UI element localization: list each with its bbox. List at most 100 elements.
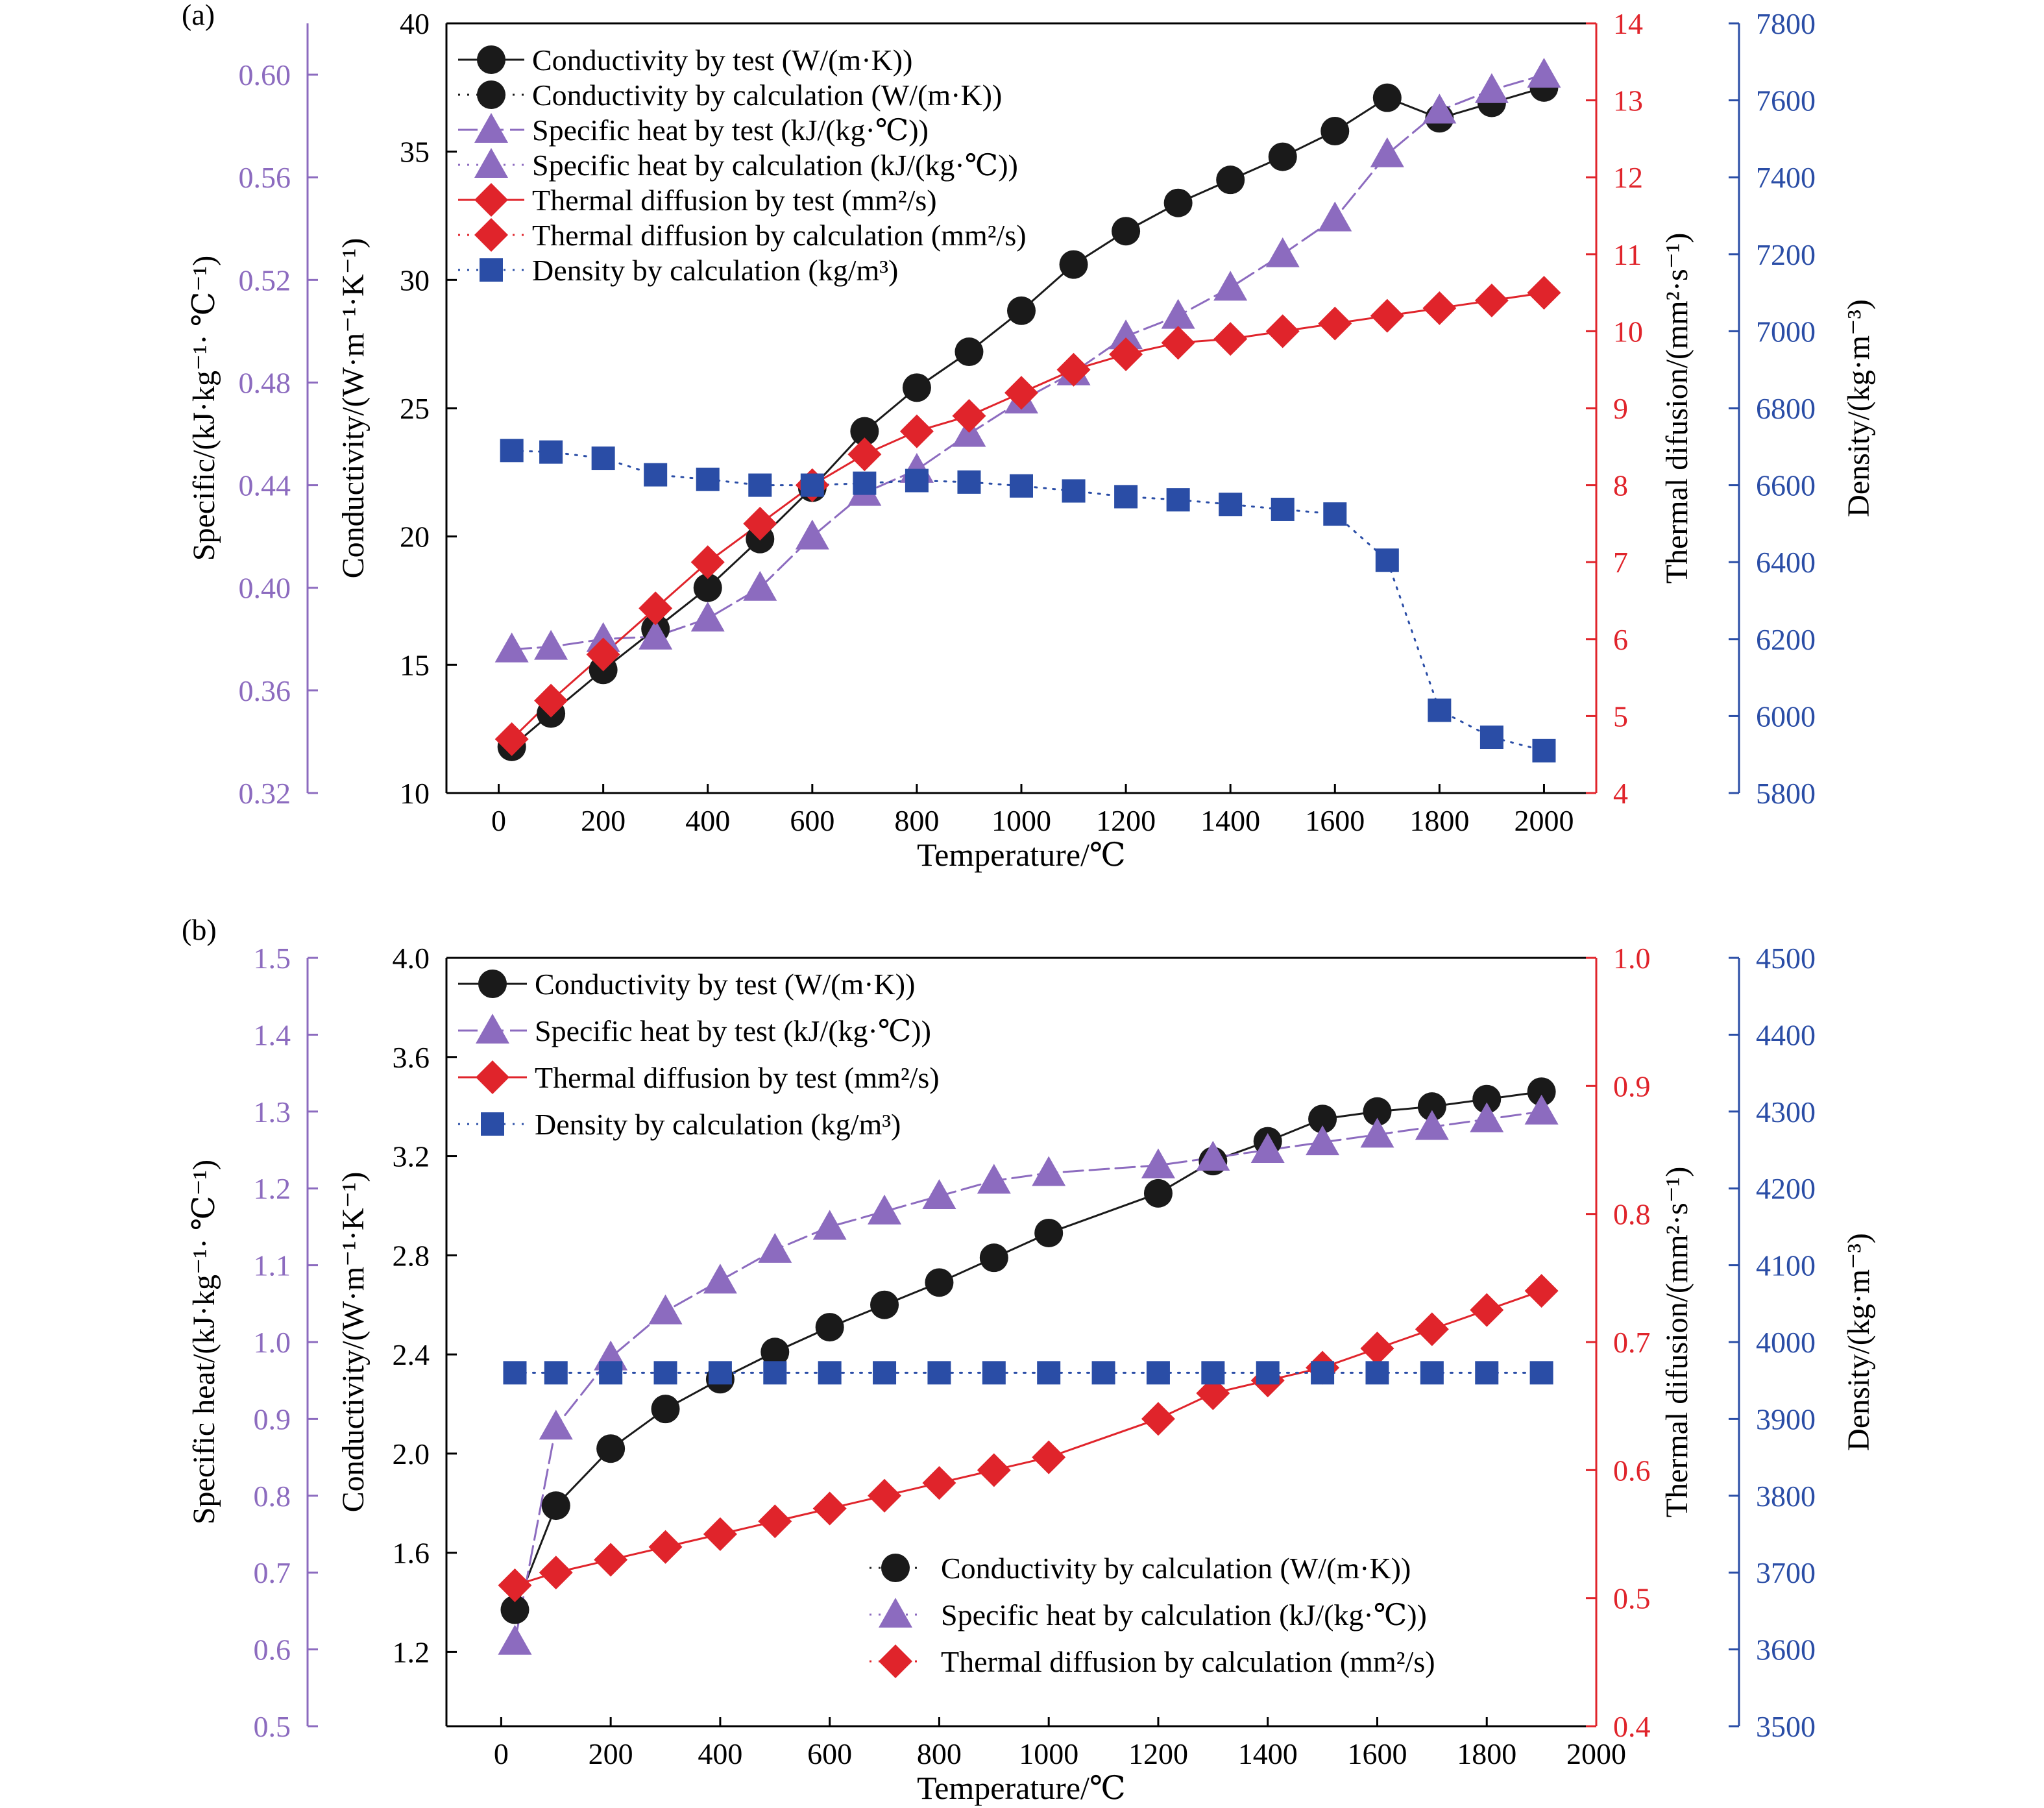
legend-label: Specific heat by test (kJ/(kg·℃)) (532, 114, 929, 147)
specific-heat-by-test-kj-kg-point (1109, 319, 1143, 350)
thermal-diffusion-by-test-mm-s-point (494, 722, 529, 756)
thermal-diffusion-by-test-mm-s-point (1527, 276, 1561, 310)
x-tick-label: 2000 (1566, 1737, 1626, 1770)
density-by-calculation-kg-m-point (503, 1361, 527, 1385)
specific-heat-by-test-kj-kg-point (494, 632, 529, 663)
density-by-calculation-kg-m-points (500, 439, 1556, 763)
x-tick-label: 1200 (1096, 804, 1156, 837)
x-tick-label: 1400 (1200, 804, 1260, 837)
legend-label: Thermal diffusion by calculation (mm²/s) (532, 219, 1027, 252)
x-tick-label: 1800 (1457, 1737, 1516, 1770)
thermal-diffusion-by-test-mm-s-point (1196, 1376, 1230, 1410)
density-by-calculation-kg-m-point (696, 467, 720, 491)
density-by-calculation-kg-m-point (905, 469, 929, 493)
specific-heat-by-test-kj-kg-point (795, 519, 829, 550)
density-tick-label: 4100 (1756, 1249, 1816, 1282)
specific-heat-by-test-kj-kg-point (1318, 201, 1352, 232)
thermal-diffusion-by-test-mm-s-point (1141, 1402, 1175, 1436)
thermal-diffusion-by-test-mm-s-point (1470, 1293, 1504, 1327)
legend-circle-marker (881, 1554, 910, 1582)
specific-heat-by-test-kj-kg-point (534, 629, 568, 660)
conductivity-by-test-w-m-k-point (500, 1595, 529, 1624)
density-tick-label: 6200 (1756, 623, 1816, 656)
legend-triangle-marker (474, 113, 508, 143)
density-by-calculation-kg-m-point (1479, 726, 1503, 750)
specific-heat-by-test-kj-kg-point (1360, 1118, 1394, 1148)
legend-diamond-marker (476, 1060, 509, 1094)
density-tick-label: 7400 (1756, 161, 1816, 194)
conductivity-by-test-w-m-k-point (902, 373, 931, 402)
legend-circle-marker (477, 45, 505, 74)
specific-heat-by-test-kj-kg-point (1422, 93, 1457, 124)
diffusion-tick-label: 5 (1613, 700, 1628, 733)
specific-heat-by-test-kj-kg-point (1527, 58, 1561, 88)
diffusion-tick-label: 6 (1613, 623, 1628, 656)
density-tick-label: 3600 (1756, 1633, 1816, 1667)
x-tick-label: 0 (491, 804, 506, 837)
specific-tick-label: 0.40 (239, 572, 291, 605)
density-by-calculation-kg-m-point (1201, 1361, 1225, 1385)
thermal-diffusion-by-test-mm-s-point (1318, 306, 1352, 341)
conductivity-by-test-w-m-k-point (1034, 1218, 1064, 1247)
specific-heat-by-test-kj-kg-point (812, 1210, 847, 1240)
legend-label: Conductivity by calculation (W/(m·K)) (941, 1552, 1411, 1585)
conductivity-by-test-w-m-k-point (1268, 142, 1297, 171)
specific-heat-by-test-kj-kg-point (703, 1264, 737, 1294)
conductivity-by-test-w-m-k-point (693, 573, 722, 602)
thermal-diffusion-by-test-mm-s-point (1056, 352, 1091, 387)
specific-heat-by-test-kj-kg-point (1032, 1156, 1066, 1186)
thermal-diffusion-by-test-mm-s-point (812, 1491, 847, 1526)
density-tick-label: 4000 (1756, 1326, 1816, 1359)
conductivity-tick-label: 20 (400, 520, 430, 554)
specific-heat-by-test-kj-kg-point (1470, 1102, 1504, 1132)
specific-heat-by-test-kj-kg-point (1370, 137, 1404, 167)
conductivity-tick-label: 30 (400, 263, 430, 297)
conductivity-by-test-w-m-k-point (850, 417, 879, 446)
diffusion-tick-label: 7 (1613, 546, 1628, 579)
legend-label: Thermal diffusion by test (mm²/s) (535, 1061, 940, 1094)
conductivity-tick-label: 2.0 (393, 1437, 430, 1471)
diffusion-tick-label: 0.6 (1613, 1454, 1651, 1487)
conductivity-tick-label: 10 (400, 777, 430, 810)
conductivity-tick-label: 2.8 (393, 1239, 430, 1272)
thermal-diffusion-by-test-mm-s-point (1213, 322, 1248, 356)
specific-tick-label: 0.56 (239, 161, 291, 194)
specific-heat-by-test-kj-kg-point (1306, 1125, 1340, 1156)
specific-tick-label: 1.1 (254, 1249, 291, 1282)
density-by-calculation-kg-m-point (544, 1361, 568, 1385)
density-by-calculation-kg-m-point (1375, 548, 1399, 572)
density-by-calculation-kg-m-point (1475, 1361, 1499, 1385)
conductivity-by-test-w-m-k-point (955, 337, 984, 367)
conductivity-by-test-w-m-k-point (651, 1395, 680, 1424)
diffusion-axis-title: Thermal difusion/(mm²·s⁻¹) (1660, 233, 1694, 584)
x-axis-title: Temperature/℃ (917, 837, 1126, 873)
legend: Conductivity by test (W/(m·K)) Specific h… (458, 968, 940, 1141)
density-axis-title: Density/(kg·m⁻³) (1842, 1233, 1876, 1451)
thermal-diffusion-by-test-mm-s-point (1109, 337, 1143, 371)
density-by-calculation-kg-m-point (763, 1361, 787, 1385)
conductivity-tick-label: 3.6 (393, 1041, 430, 1074)
specific-axis-title: Specific heat/(kJ·kg⁻¹· ℃⁻¹) (187, 1160, 221, 1524)
specific-axis-title: Specific/(kJ·kg⁻¹· ℃⁻¹) (187, 256, 221, 561)
panel-b: (b) 0 200 400 600 800 1000 1200 1400 1600 1800 2000… (182, 913, 1876, 1806)
thermal-diffusion-by-test-mm-s-point (743, 506, 777, 541)
density-by-calculation-kg-m-point (1091, 1361, 1115, 1385)
conductivity-by-test-w-m-k-point (596, 1434, 626, 1463)
diffusion-tick-label: 0.8 (1613, 1198, 1651, 1231)
diffusion-tick-label: 0.7 (1613, 1326, 1651, 1359)
thermal-diffusion-by-test-mm-s-point (690, 545, 725, 580)
specific-heat-by-test-kj-kg-point (539, 1410, 573, 1440)
specific-heat-by-test-kj-kg-point (758, 1232, 792, 1263)
thermal-diffusion-by-test-mm-s-point (1265, 314, 1300, 348)
diffusion-axis-title: Thermal difusion/(mm²·s⁻¹) (1660, 1167, 1694, 1518)
legend-label: Density by calculation (kg/m³) (535, 1108, 901, 1141)
density-by-calculation-kg-m-point (748, 473, 772, 497)
specific-heat-by-test-kj-kg-point (639, 619, 673, 650)
panel-a: (a) 0 200 400 600 800 1000 1200 1400 1600 1800 2000… (182, 0, 1876, 873)
density-by-calculation-kg-m-point (873, 1361, 897, 1385)
thermal-diffusion-by-test-mm-s-point (498, 1568, 532, 1602)
diffusion-tick-label: 9 (1613, 392, 1628, 425)
specific-tick-label: 0.8 (254, 1480, 291, 1513)
specific-heat-by-test-kj-kg-points (498, 1094, 1559, 1655)
